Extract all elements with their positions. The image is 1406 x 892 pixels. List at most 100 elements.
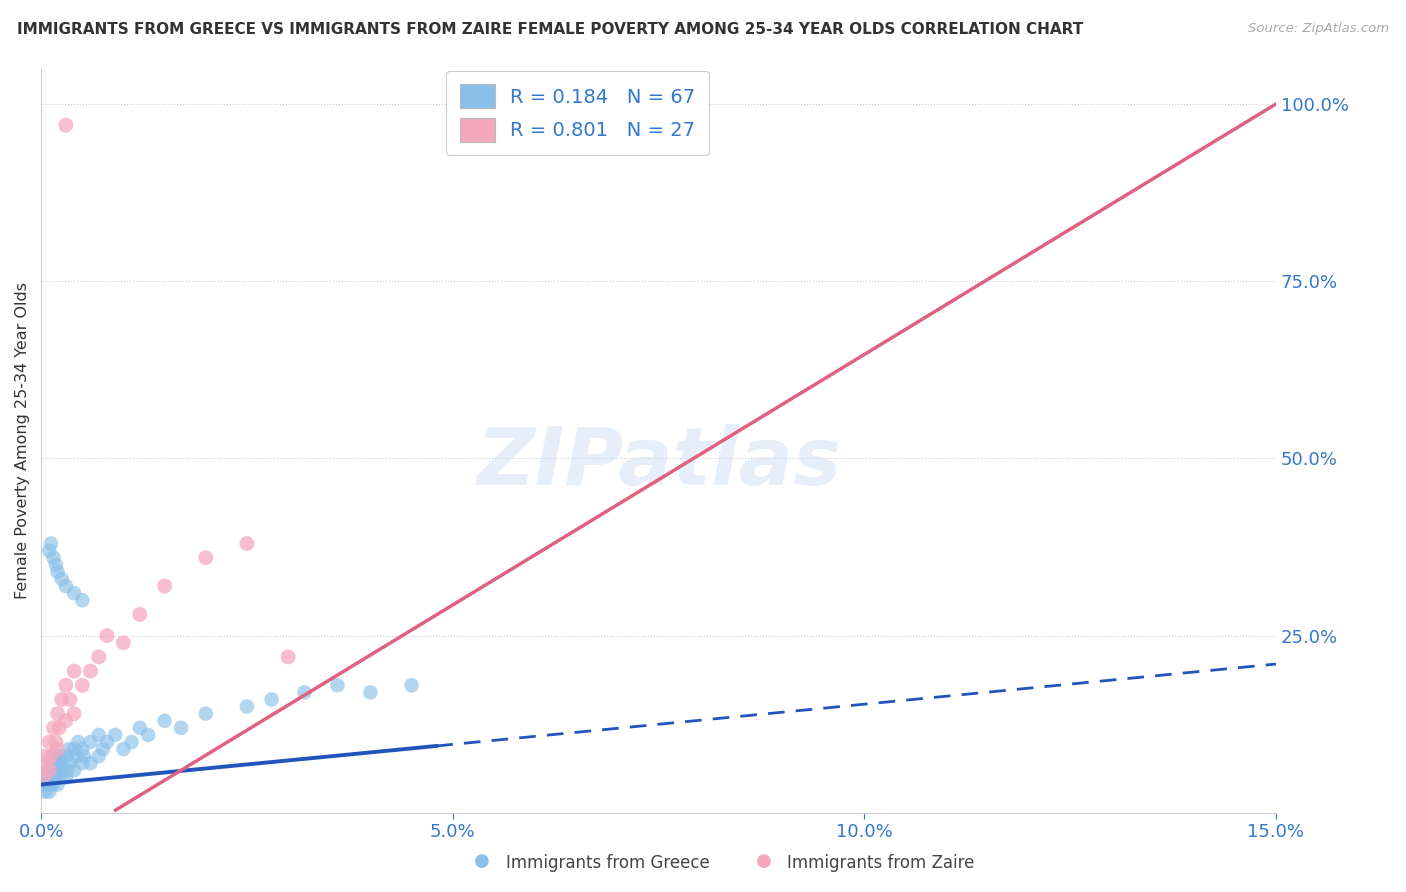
Point [58,742,80,756]
Point [34,771,56,785]
Point [63,764,86,778]
Text: ●: ● [755,852,772,870]
Point [35,756,58,771]
Point [46,749,69,764]
Point [73,749,96,764]
Point [55,714,77,728]
Point [236,699,259,714]
Point [194,706,217,721]
Point [59,692,82,706]
Point [55,118,77,132]
Point [96,629,118,643]
Point [39,536,62,550]
Point [72,742,94,756]
Point [56,764,79,778]
Point [37,764,59,778]
Point [42,721,65,735]
Point [51,692,73,706]
Point [72,756,94,771]
Y-axis label: Female Poverty Among 25-34 Year Olds: Female Poverty Among 25-34 Year Olds [15,282,30,599]
Point [38,543,60,558]
Point [49,764,72,778]
Text: Source: ZipAtlas.com: Source: ZipAtlas.com [1249,22,1389,36]
Point [91,742,114,756]
Point [96,735,118,749]
Point [63,706,86,721]
Point [39,749,62,764]
Point [104,728,127,742]
Text: ZIPatlas: ZIPatlas [477,424,841,502]
Point [72,593,94,607]
Point [112,742,135,756]
Point [236,536,259,550]
Point [121,735,143,749]
Point [112,636,135,650]
Point [48,721,70,735]
Text: Immigrants from Greece: Immigrants from Greece [506,855,710,872]
Point [79,735,101,749]
Point [46,706,69,721]
Point [38,764,60,778]
Legend: R = 0.184   N = 67, R = 0.801   N = 27: R = 0.184 N = 67, R = 0.801 N = 27 [446,70,709,155]
Point [46,778,69,792]
Point [38,784,60,798]
Point [34,749,56,764]
Point [38,735,60,749]
Text: IMMIGRANTS FROM GREECE VS IMMIGRANTS FROM ZAIRE FEMALE POVERTY AMONG 25-34 YEAR : IMMIGRANTS FROM GREECE VS IMMIGRANTS FRO… [17,22,1083,37]
Point [79,756,101,771]
Point [55,579,77,593]
Point [46,764,69,778]
Point [44,764,66,778]
Point [129,607,152,622]
Point [87,728,110,742]
Point [48,771,70,785]
Point [65,749,87,764]
Point [63,586,86,600]
Point [55,749,77,764]
Point [63,664,86,678]
Point [41,771,63,785]
Point [79,664,101,678]
Point [401,678,423,692]
Point [35,778,58,792]
Text: Immigrants from Zaire: Immigrants from Zaire [787,855,974,872]
Point [72,678,94,692]
Point [32,778,55,792]
Point [277,649,299,664]
Point [51,572,73,586]
Point [153,579,176,593]
Point [170,721,193,735]
Point [48,756,70,771]
Point [55,678,77,692]
Point [41,756,63,771]
Point [129,721,152,735]
Point [55,771,77,785]
Point [38,771,60,785]
Point [326,678,349,692]
Point [359,685,381,699]
Point [41,778,63,792]
Point [42,550,65,565]
Point [67,735,90,749]
Point [42,749,65,764]
Point [194,550,217,565]
Point [87,649,110,664]
Point [260,692,283,706]
Point [32,771,55,785]
Point [41,764,63,778]
Point [42,771,65,785]
Point [45,735,67,749]
Point [49,749,72,764]
Point [153,714,176,728]
Point [87,749,110,764]
Point [46,742,69,756]
Point [39,764,62,778]
Point [46,565,69,579]
Point [45,558,67,572]
Point [34,784,56,798]
Point [294,685,316,699]
Point [59,756,82,771]
Point [44,756,66,771]
Point [45,771,67,785]
Point [51,756,73,771]
